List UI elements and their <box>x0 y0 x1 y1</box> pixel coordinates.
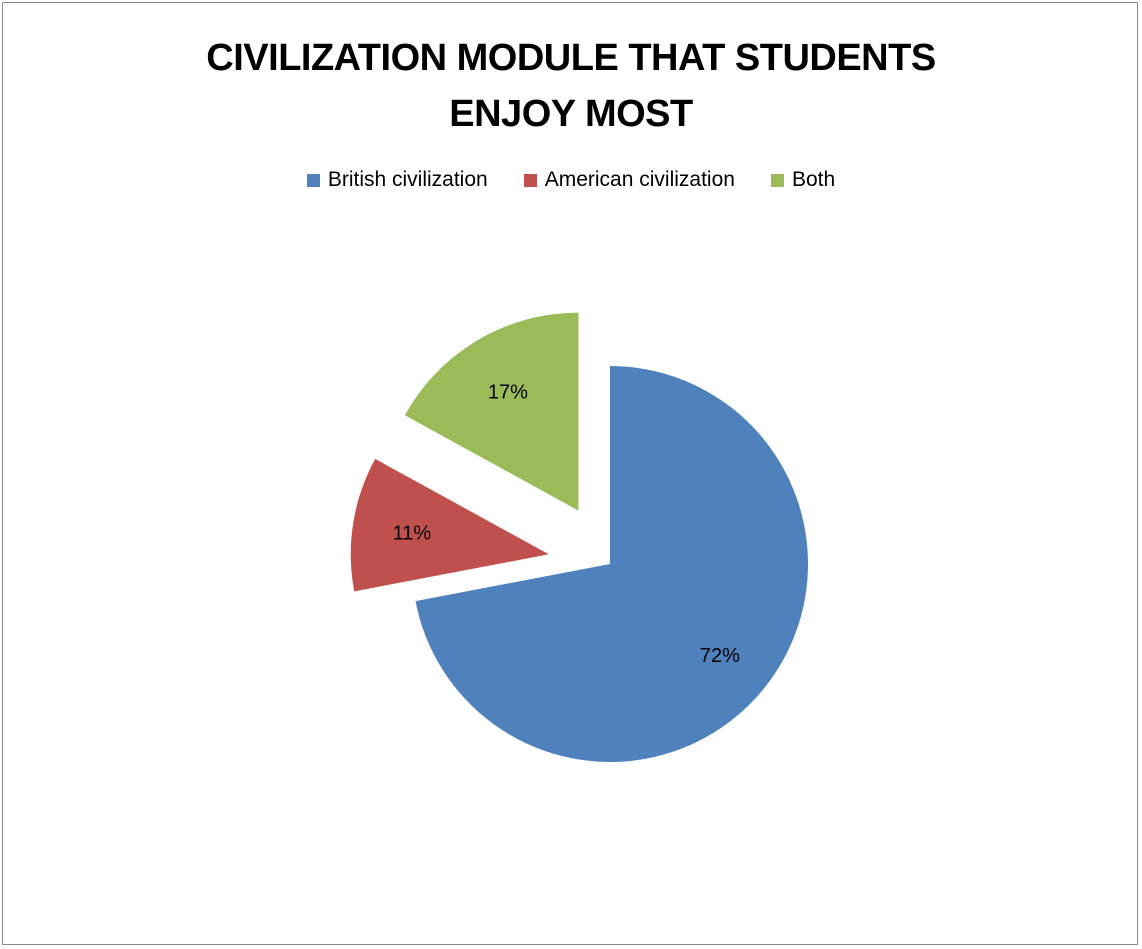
legend-item-british: British civilization <box>306 168 488 192</box>
legend-swatch-british <box>306 173 320 187</box>
legend-label-both: Both <box>791 168 836 191</box>
data-label-both: 17% <box>488 381 528 403</box>
data-label-american: 11% <box>393 523 432 545</box>
legend: British civilization American civilizati… <box>0 168 1142 192</box>
pie-slice-both <box>404 312 579 511</box>
chart-title: CIVILIZATION MODULE THAT STUDENTS ENJOY … <box>0 30 1142 142</box>
legend-item-both: Both <box>770 168 836 192</box>
chart-title-line-1: CIVILIZATION MODULE THAT STUDENTS <box>206 37 936 79</box>
legend-label-american: American civilization <box>544 168 735 191</box>
legend-swatch-american <box>523 173 537 187</box>
chart-title-line-2: ENJOY MOST <box>449 93 693 135</box>
legend-swatch-both <box>770 173 784 187</box>
pie-slice-british <box>415 366 809 763</box>
data-label-british: 72% <box>700 645 740 667</box>
legend-label-british: British civilization <box>327 168 488 191</box>
pie-slice-american <box>350 458 549 592</box>
legend-item-american: American civilization <box>523 168 735 192</box>
